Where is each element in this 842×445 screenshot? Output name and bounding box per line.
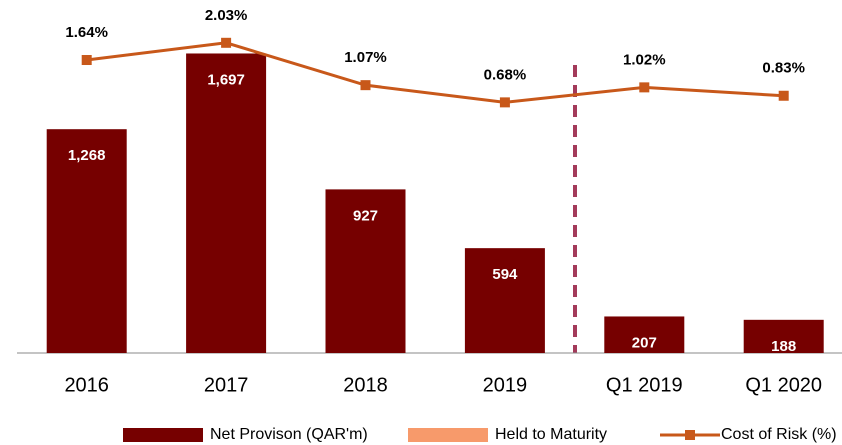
- bar-value-label: 1,697: [207, 71, 245, 88]
- legend-label: Cost of Risk (%): [721, 426, 837, 443]
- line-marker: [499, 97, 510, 108]
- legend-swatch: [408, 428, 488, 442]
- line-marker: [639, 82, 650, 93]
- legend-swatch: [123, 428, 203, 442]
- bar-value-label: 207: [632, 334, 657, 351]
- line-value-label: 1.07%: [344, 49, 387, 66]
- legend-swatch-marker: [685, 430, 695, 440]
- line: [86, 41, 784, 104]
- bar: [464, 248, 545, 353]
- line-marker: [81, 55, 92, 66]
- line-value-label: 1.64%: [65, 24, 108, 41]
- line-marker: [778, 90, 789, 101]
- bar: [325, 189, 406, 353]
- line-value-label: 0.68%: [484, 66, 527, 83]
- bar-value-label: 188: [771, 338, 796, 355]
- x-tick-label: 2016: [64, 374, 109, 396]
- bar-value-label: 594: [492, 266, 518, 283]
- legend-label: Net Provison (QAR'm): [210, 426, 368, 443]
- x-tick-label: Q1 2019: [606, 374, 683, 396]
- x-tick-label: 2017: [204, 374, 249, 396]
- bar: [604, 316, 685, 353]
- x-tick-label: 2018: [343, 374, 388, 396]
- bar-value-label: 927: [353, 207, 378, 224]
- line-value-label: 0.83%: [762, 60, 805, 77]
- line-value-label: 1.02%: [623, 51, 666, 68]
- bar: [46, 129, 127, 353]
- line-value-label: 2.03%: [205, 7, 248, 24]
- legend-label: Held to Maturity: [495, 426, 607, 443]
- line-marker: [360, 80, 371, 91]
- x-tick-label: Q1 2020: [745, 374, 822, 396]
- bar: [186, 53, 267, 354]
- bar: [743, 319, 824, 353]
- line-marker: [221, 37, 232, 48]
- x-tick-label: 2019: [483, 374, 528, 396]
- bar-value-label: 1,268: [68, 147, 106, 164]
